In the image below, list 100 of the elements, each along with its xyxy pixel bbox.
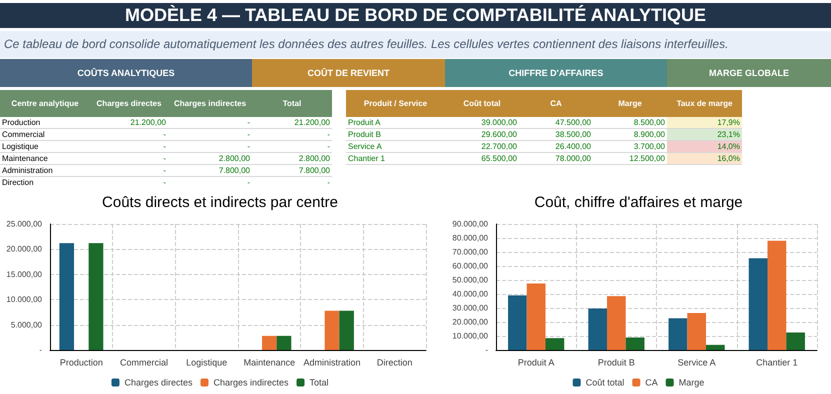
text: 8.900,00 (593, 129, 667, 141)
bar (786, 332, 805, 350)
y-tick-label: 80.000,00 (452, 234, 489, 242)
text: 3.700,00 (593, 141, 667, 153)
text: - (90, 129, 168, 141)
text: 23,1% (667, 129, 742, 141)
text: 22.700,00 (445, 141, 519, 153)
text: 38.500,00 (519, 129, 593, 141)
bar (262, 336, 277, 350)
y-tick-label: - (39, 346, 42, 354)
text: 47.500,00 (519, 117, 593, 129)
text: Commercial (0, 129, 90, 141)
y-tick-label: - (485, 346, 488, 354)
bar (276, 336, 292, 350)
legend-label: Coût total (586, 378, 624, 388)
text: 21.200,00 (252, 117, 332, 129)
y-tick-label: 5.000,00 (10, 320, 43, 330)
bar (526, 284, 546, 350)
text: 29.600,00 (445, 129, 519, 141)
text: Taux de marge (667, 90, 742, 117)
bar (668, 318, 688, 350)
text: Produit A (346, 117, 445, 129)
text: Centre analytique (0, 90, 90, 117)
y-tick-label: 10.000,00 (452, 332, 489, 340)
text: MODÈLE 4 — TABLEAU DE BORD DE COMPTABILITÉ ANALYTIQUE (0, 3, 831, 28)
text: - (90, 177, 168, 189)
bar (607, 296, 626, 350)
bar (706, 344, 725, 350)
y-tick-label: 70.000,00 (452, 248, 489, 256)
text: 2.800,00 (168, 153, 252, 165)
y-tick-label: 25.000,00 (6, 220, 43, 228)
text: - (168, 117, 252, 129)
text: 7.800,00 (168, 165, 252, 177)
text: 39.000,00 (445, 117, 519, 129)
y-tick-label: 50.000,00 (452, 276, 489, 284)
legend-label: Marge (678, 378, 704, 388)
bar (626, 338, 644, 350)
text: 14,0% (667, 141, 742, 153)
text: Chantier 1 (346, 153, 445, 165)
text: - (90, 141, 168, 153)
y-tick-label: 20.000,00 (452, 318, 489, 326)
text: 16,0% (667, 153, 742, 165)
text: 65.500,00 (445, 153, 519, 165)
legend-label: CA (645, 378, 658, 388)
x-tick-label: Maintenance (244, 358, 296, 368)
x-tick-label: Produit A (518, 358, 554, 368)
text: Charges directes (90, 90, 168, 117)
text: COÛTS ANALYTIQUES (76, 67, 176, 80)
y-tick-label: 10.000,00 (6, 295, 43, 304)
y-tick-label: 20.000,00 (6, 244, 43, 254)
x-tick-label: Administration (303, 358, 361, 368)
text: - (90, 165, 168, 177)
text: Marge (593, 90, 667, 117)
bar (768, 240, 786, 350)
bar (339, 310, 354, 350)
text: CHIFFRE D'AFFAIRES (508, 67, 604, 80)
text: CA (519, 90, 593, 117)
text: 17,9% (667, 117, 742, 129)
bar (748, 258, 768, 350)
legend-label: Charges indirectes (213, 378, 290, 388)
text: Produit / Service (346, 90, 445, 117)
text: Direction (0, 177, 90, 189)
text: Administration (0, 165, 90, 177)
text: Total (252, 90, 332, 117)
y-tick-label: 15.000,00 (6, 270, 43, 279)
y-tick-label: 30.000,00 (452, 304, 489, 312)
chart-title: Coûts directs et indirects par centre (102, 194, 338, 211)
x-tick-label: Service A (678, 358, 716, 368)
text: Produit B (346, 129, 445, 141)
text: - (252, 177, 332, 189)
text: - (168, 129, 252, 141)
text: 21.200,00 (90, 117, 168, 129)
bar (324, 310, 340, 350)
text: Production (0, 117, 90, 129)
text: - (90, 153, 168, 165)
legend-label: Total (310, 378, 329, 388)
x-tick-label: Chantier 1 (756, 358, 798, 368)
x-tick-label: Production (60, 358, 103, 368)
bar (59, 243, 74, 350)
y-tick-label: 90.000,00 (452, 220, 489, 228)
bar (508, 295, 527, 350)
text: Ce tableau de bord consolide automatiquement les données des autres feuilles. Les cellules vertes contiennent des liaisons interfeuilles. (3, 36, 730, 53)
text: 26.400,00 (519, 141, 593, 153)
text: Maintenance (0, 153, 90, 165)
chart-title: Coût, chiffre d'affaires et marge (534, 194, 743, 211)
x-tick-label: Commercial (120, 358, 168, 368)
text: Charges indirectes (168, 90, 252, 117)
text: 78.000,00 (519, 153, 593, 165)
text: Service A (346, 141, 445, 153)
text: 2.800,00 (252, 153, 332, 165)
text: 12.500,00 (593, 153, 667, 165)
x-tick-label: Produit B (598, 358, 635, 368)
text: Logistique (0, 141, 90, 153)
text: - (252, 129, 332, 141)
text: MARGE GLOBALE (708, 67, 790, 80)
legend-label: Charges directes (124, 378, 193, 388)
y-tick-label: 40.000,00 (452, 290, 489, 298)
text: COÛT DE REVIENT (306, 67, 390, 80)
bar (88, 243, 104, 350)
text: - (168, 141, 252, 153)
